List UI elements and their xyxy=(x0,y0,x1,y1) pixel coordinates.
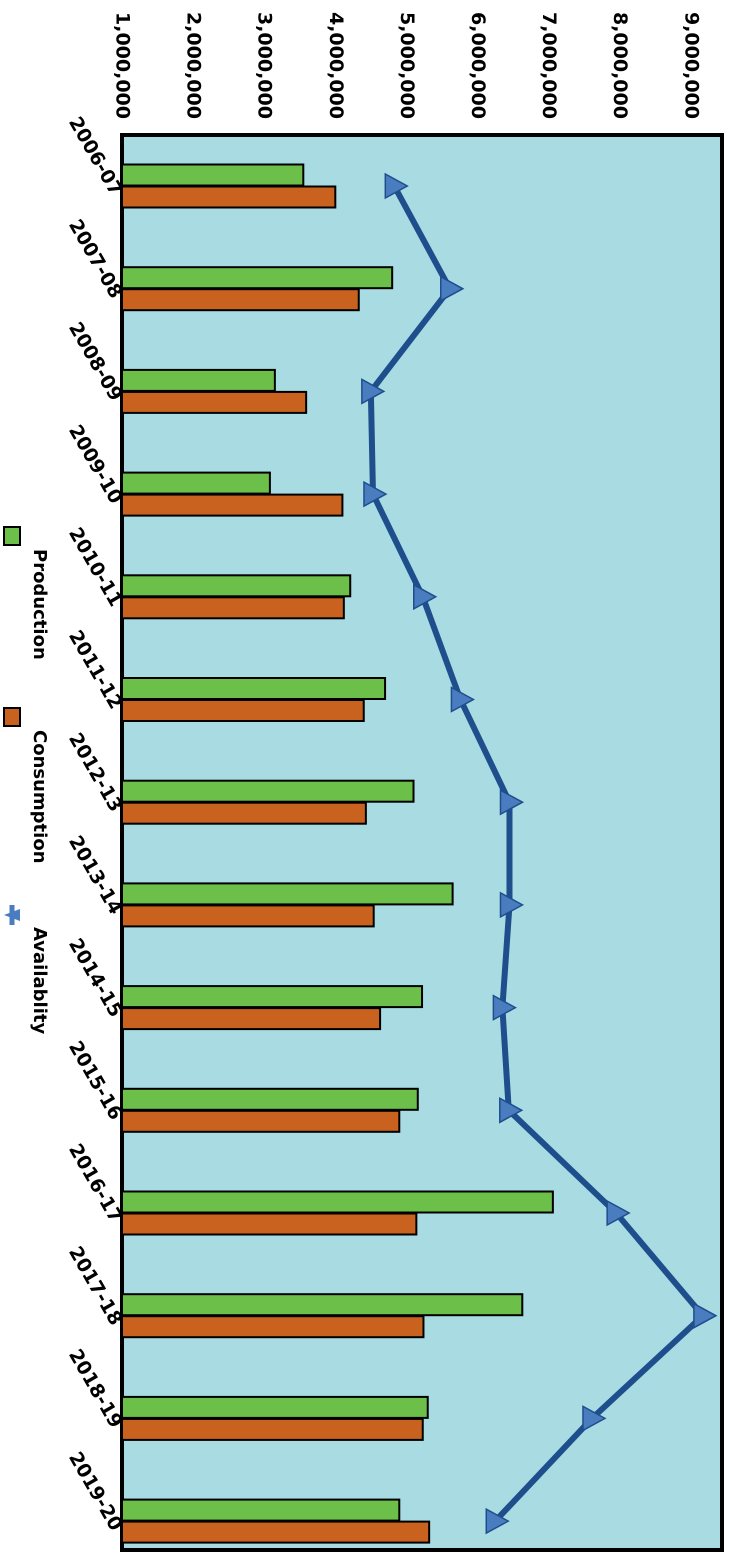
production-bar xyxy=(121,882,454,906)
value-tick-label: 3,000,000 xyxy=(254,12,276,119)
production-bar xyxy=(121,1190,554,1214)
category-tick-label: 2019-20 xyxy=(64,1448,127,1535)
production-bar xyxy=(121,574,352,598)
production-bar xyxy=(121,985,424,1009)
category-tick-label: 2011-12 xyxy=(64,626,127,713)
consumption-bar xyxy=(121,596,345,620)
value-tick-label: 4,000,000 xyxy=(325,12,347,119)
availability-marker xyxy=(361,378,386,405)
bars xyxy=(121,163,554,1544)
legend-label: Production xyxy=(29,549,50,660)
category-tick-label: 2007-08 xyxy=(64,216,127,303)
value-tick-label: 2,000,000 xyxy=(183,12,205,119)
category-tick-label: 2013-14 xyxy=(64,832,127,919)
availability-marker xyxy=(582,1405,607,1432)
value-axis: 1,000,000 2,000,000 3,000,000 4,000,000 5,00… xyxy=(112,12,703,119)
production-bar xyxy=(121,1498,401,1522)
production-bar xyxy=(121,779,415,803)
availability-marker xyxy=(384,172,409,200)
consumption-bar xyxy=(121,1520,431,1544)
consumption-bar xyxy=(121,1007,382,1031)
availability-marker xyxy=(363,480,388,508)
availability-marker xyxy=(606,1199,631,1227)
availability-marker xyxy=(450,686,476,713)
category-tick-label: 2014-15 xyxy=(64,935,127,1022)
consumption-bar xyxy=(121,288,360,312)
availability-marker xyxy=(413,583,438,611)
production-bar xyxy=(121,1293,524,1317)
consumption-bar xyxy=(121,185,337,209)
availability-marker xyxy=(499,1097,524,1124)
availability-line-path xyxy=(367,184,706,1524)
availability-marker xyxy=(492,994,517,1021)
category-axis: 2006-07 2007-08 2008-09 2009-10 2010-11 2011-… xyxy=(64,113,127,1535)
consumption-bar xyxy=(121,1212,418,1236)
production-bar xyxy=(121,677,387,700)
legend: Production Consumption Availablity xyxy=(3,526,50,1034)
category-tick-label: 2015-16 xyxy=(64,1037,127,1124)
legend-label: Consumption xyxy=(29,730,50,864)
category-tick-label: 2010-11 xyxy=(64,524,127,611)
consumption-bar xyxy=(121,699,365,722)
production-bar xyxy=(121,1395,429,1419)
value-tick-label: 1,000,000 xyxy=(112,12,134,119)
consumption-bar xyxy=(121,390,308,414)
value-tick-label: 9,000,000 xyxy=(680,12,702,119)
legend-swatch xyxy=(3,526,21,546)
category-tick-label: 2017-18 xyxy=(64,1243,127,1330)
availability-marker xyxy=(485,1507,510,1535)
value-tick-label: 6,000,000 xyxy=(467,12,489,119)
production-bar xyxy=(121,163,305,187)
legend-swatch xyxy=(3,707,21,727)
category-tick-label: 2012-13 xyxy=(64,729,127,816)
consumption-bar xyxy=(121,1417,424,1441)
category-tick-label: 2016-17 xyxy=(64,1140,127,1227)
legend-marker xyxy=(4,909,20,921)
production-bar xyxy=(121,1087,419,1111)
consumption-bar xyxy=(121,904,375,928)
category-tick-label: 2008-09 xyxy=(64,318,127,405)
value-tick-label: 7,000,000 xyxy=(538,12,560,119)
category-tick-label: 2018-19 xyxy=(64,1345,127,1432)
consumption-bar xyxy=(121,801,367,825)
consumption-bar xyxy=(121,493,344,517)
consumption-bar xyxy=(121,1109,401,1133)
value-tick-label: 8,000,000 xyxy=(609,12,631,119)
availability-line xyxy=(361,172,718,1535)
availability-marker xyxy=(440,275,465,302)
availability-marker xyxy=(499,788,525,816)
category-tick-label: 2009-10 xyxy=(64,421,127,508)
consumption-bar xyxy=(121,1315,425,1339)
value-tick-label: 5,000,000 xyxy=(396,12,418,119)
production-bar xyxy=(121,266,394,290)
category-tick-label: 2006-07 xyxy=(64,113,127,200)
availability-marker xyxy=(499,891,525,919)
availability-marker xyxy=(693,1302,718,1329)
legend-label: Availablity xyxy=(29,927,50,1034)
production-bar xyxy=(121,471,271,495)
production-bar xyxy=(121,368,276,392)
